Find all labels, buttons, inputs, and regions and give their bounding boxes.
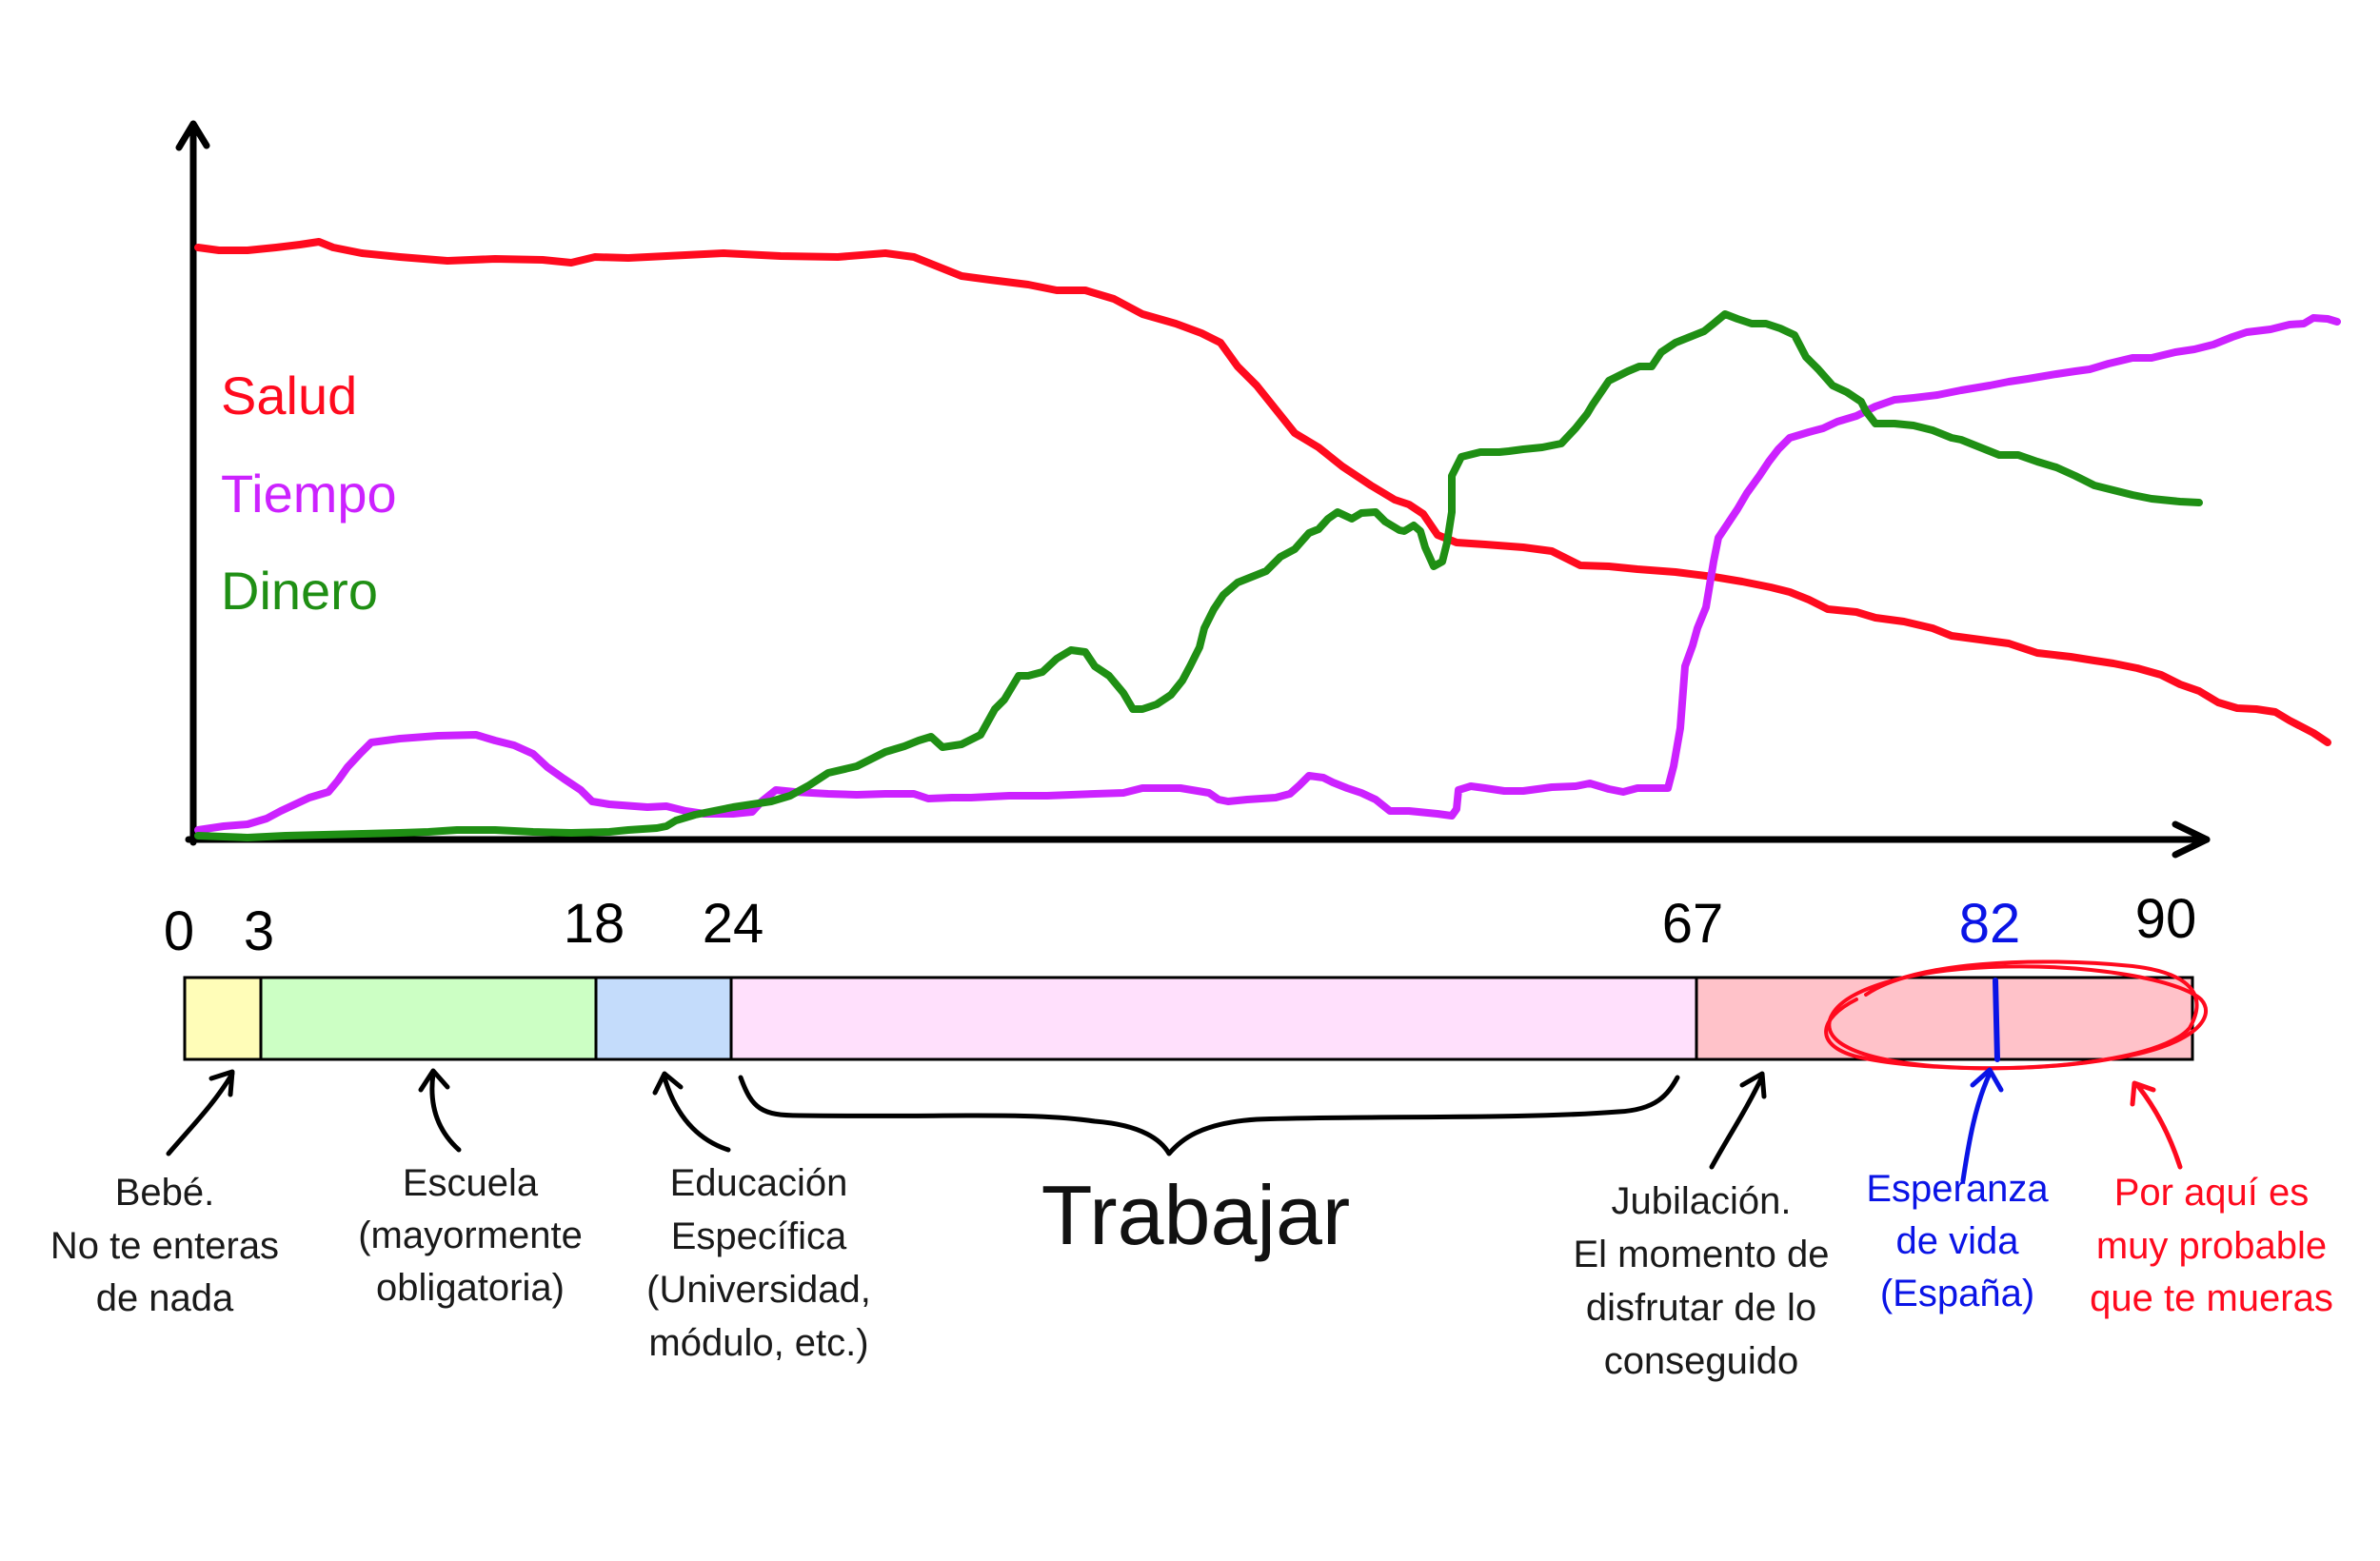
note-bebe-3: de nada xyxy=(96,1277,234,1319)
arrow-esperanza xyxy=(1960,1067,2004,1183)
note-esperanza-2: de vida xyxy=(1896,1220,2020,1262)
x-axis-arrowhead xyxy=(2172,820,2211,859)
note-trabajar: Trabajar xyxy=(1041,1168,1350,1262)
note-jubilacion-2: El momento de xyxy=(1573,1234,1829,1275)
segment-bebe xyxy=(183,976,263,1061)
note-jubilacion-4: conseguido xyxy=(1604,1340,1799,1382)
note-muerte-3: que te mueras xyxy=(2090,1277,2333,1319)
legend-tiempo: Tiempo xyxy=(221,464,397,524)
arrow-escuela xyxy=(418,1068,462,1153)
dinero-curve xyxy=(194,310,2203,841)
age-labels: 0 3 18 24 67 82 90 xyxy=(164,888,2196,962)
note-educacion-1: Educación xyxy=(670,1162,848,1204)
note-muerte-1: Por aquí es xyxy=(2114,1172,2310,1214)
salud-curve xyxy=(194,238,2331,746)
tiempo-curve xyxy=(194,314,2341,834)
age-90: 90 xyxy=(2135,888,2197,950)
axes xyxy=(175,120,2211,859)
pointer-arrows xyxy=(166,1067,2183,1183)
brace-trabajar xyxy=(738,1075,1680,1156)
segment-trabajar xyxy=(729,976,1698,1061)
note-muerte-2: muy probable xyxy=(2096,1225,2327,1267)
note-bebe-2: No te enteras xyxy=(50,1225,279,1267)
note-escuela-1: Escuela xyxy=(403,1162,539,1204)
age-24: 24 xyxy=(703,893,764,955)
legend-dinero: Dinero xyxy=(221,561,378,621)
note-esperanza-3: (España) xyxy=(1880,1273,2034,1314)
death-zone-scribble xyxy=(1824,959,2208,1071)
legend-salud: Salud xyxy=(221,366,357,425)
age-0: 0 xyxy=(164,900,194,962)
arrow-educacion xyxy=(652,1071,731,1153)
segment-escuela xyxy=(259,976,598,1061)
life-expectancy-marker xyxy=(1993,978,2000,1062)
arrow-bebe xyxy=(166,1069,235,1156)
annotations: Bebé. No te enteras de nada Escuela (may… xyxy=(50,1162,2333,1382)
curves xyxy=(194,238,2341,841)
segment-jubilacion xyxy=(1695,976,2194,1061)
note-esperanza-1: Esperanza xyxy=(1866,1168,2049,1210)
age-67: 67 xyxy=(1662,893,1724,955)
note-jubilacion-3: disfrutar de lo xyxy=(1586,1287,1816,1329)
age-82: 82 xyxy=(1959,893,2021,955)
age-3: 3 xyxy=(244,900,274,962)
note-educacion-4: módulo, etc.) xyxy=(648,1322,868,1364)
note-escuela-2: (mayormente xyxy=(358,1215,583,1256)
timeline-bar xyxy=(183,976,2194,1061)
note-escuela-3: obligatoria) xyxy=(376,1267,565,1309)
legend: Salud Tiempo Dinero xyxy=(221,366,397,621)
note-bebe-1: Bebé. xyxy=(115,1172,215,1214)
age-18: 18 xyxy=(564,893,625,955)
segment-educacion xyxy=(594,976,733,1061)
note-educacion-2: Específica xyxy=(671,1215,847,1257)
arrow-jubilacion xyxy=(1709,1071,1767,1170)
note-jubilacion-1: Jubilación. xyxy=(1611,1180,1791,1222)
y-axis-arrowhead xyxy=(175,120,210,151)
note-educacion-3: (Universidad, xyxy=(646,1269,871,1311)
arrow-muerte xyxy=(2130,1080,2183,1170)
